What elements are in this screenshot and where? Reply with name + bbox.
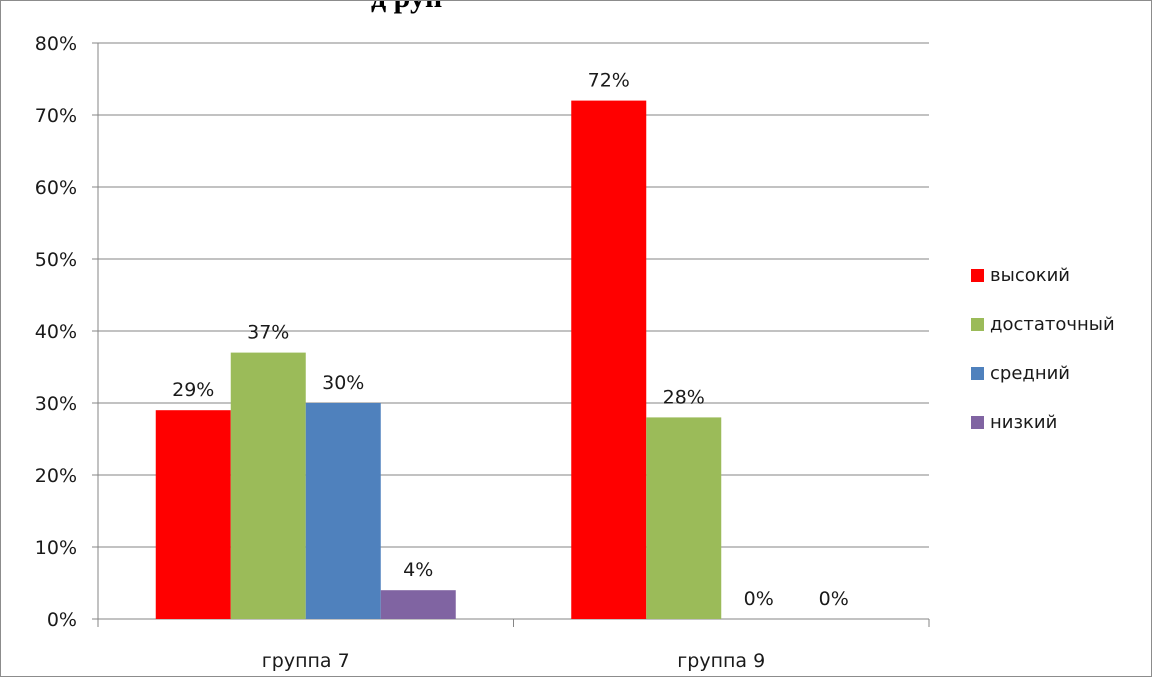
y-tick-label: 50% xyxy=(35,249,77,271)
data-label: 28% xyxy=(663,386,705,408)
y-tick-label: 80% xyxy=(35,33,77,55)
bar xyxy=(155,410,231,619)
bar xyxy=(571,100,647,620)
bar xyxy=(380,590,456,619)
legend: высокий достаточный средний низкий xyxy=(971,263,1115,459)
legend-item: низкий xyxy=(971,410,1115,434)
data-label: 29% xyxy=(172,379,214,401)
legend-swatch xyxy=(971,317,984,331)
legend-swatch xyxy=(971,415,984,429)
x-tick-label: группа 7 xyxy=(262,650,350,672)
x-tick-label: группа 9 xyxy=(677,650,765,672)
legend-item: средний xyxy=(971,361,1115,385)
legend-label: достаточный xyxy=(990,313,1115,335)
legend-swatch xyxy=(971,268,984,282)
data-label: 4% xyxy=(403,559,433,581)
y-tick-label: 20% xyxy=(35,465,77,487)
legend-swatch xyxy=(971,366,984,380)
bar xyxy=(646,417,722,619)
y-tick-label: 0% xyxy=(47,609,77,631)
data-label: 30% xyxy=(322,372,364,394)
chart-title: д руп xyxy=(371,1,442,15)
data-label: 37% xyxy=(247,322,289,344)
y-tick-label: 10% xyxy=(35,537,77,559)
y-tick-label: 30% xyxy=(35,393,77,415)
legend-label: низкий xyxy=(990,411,1058,433)
bar xyxy=(305,403,381,619)
y-tick-label: 40% xyxy=(35,321,77,343)
legend-label: высокий xyxy=(990,264,1070,286)
y-tick-label: 70% xyxy=(35,105,77,127)
y-tick-label: 60% xyxy=(35,177,77,199)
legend-label: средний xyxy=(990,362,1071,384)
chart-title-clip: д руп xyxy=(371,1,791,17)
bar xyxy=(230,352,306,619)
legend-item: высокий xyxy=(971,263,1115,287)
data-label: 72% xyxy=(588,70,630,92)
data-label: 0% xyxy=(744,588,774,610)
data-label: 0% xyxy=(819,588,849,610)
legend-item: достаточный xyxy=(971,312,1115,336)
